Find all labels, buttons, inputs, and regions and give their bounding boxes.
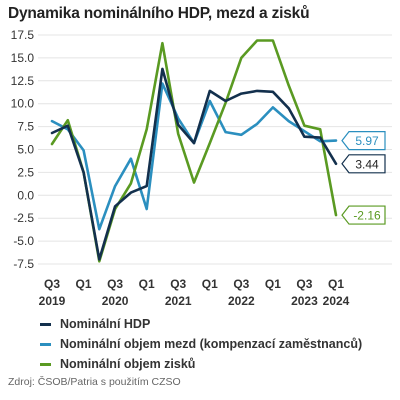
x-tick-quarter-label: Q1 [139,277,155,291]
legend-swatch-hdp [40,322,51,326]
series-line-zisku [50,39,338,263]
grid-lines [38,34,392,265]
y-tick-label: 12.5 [11,74,35,88]
y-axis-ticks: 17.5 15.0 12.5 10.0 7.5 5.0 2.5 0.0 -2.5 -5.0 -7.5 [11,28,35,271]
callout-box-hdp [341,154,386,174]
x-tick-quarter-label: Q3 [296,277,312,291]
callout-box-zisku [341,205,386,225]
legend-item-mezd: Nominální objem mezd (kompenzací zaměstn… [40,334,362,354]
x-tick-quarter-label: Q3 [233,277,249,291]
x-tick-quarter-label: Q3 [44,277,60,291]
y-tick-label: 5.0 [17,143,34,157]
legend-label-mezd: Nominální objem mezd (kompenzací zaměstn… [60,337,363,351]
series-line-mezd [50,82,338,231]
source-note: Zdroj: ČSOB/Patria s použitím CZSO [8,376,181,388]
legend-label-hdp: Nominální HDP [60,317,151,331]
legend-label-zisku: Nominální objem zisků [60,357,196,371]
callout-zisku: -2.16 [341,205,386,225]
x-tick-quarter-label: Q3 [107,277,123,291]
chart-title: Dynamika nominálního HDP, mezd a zisků [8,5,310,22]
x-tick-year-label: 2022 [228,294,255,308]
y-tick-label: -7.5 [13,257,34,271]
callout-value-mezd: 5.97 [355,134,379,148]
y-tick-label: 2.5 [17,165,34,179]
x-tick-quarter-label: Q3 [170,277,186,291]
x-tick-quarter-label: Q1 [265,277,281,291]
y-tick-label: 0.0 [17,188,34,202]
x-tick-year-label: 2023 [291,294,318,308]
x-tick-year-label: 2019 [39,294,66,308]
y-tick-label: 10.0 [11,97,35,111]
callout-hdp: 3.44 [341,154,386,174]
x-tick-year-label: 2020 [102,294,129,308]
y-tick-label: 17.5 [11,28,35,42]
x-tick-quarter-label: Q1 [76,277,92,291]
callout-mezd: 5.97 [341,131,386,151]
line-chart: 17.5 15.0 12.5 10.0 7.5 5.0 2.5 0.0 -2.5 -5.0 -7.5… [11,28,392,308]
legend-item-hdp: Nominální HDP [40,314,362,334]
x-axis-ticks: Q3 2019 Q1 Q3 2020 Q1 Q3 2021 Q1 Q3 2022 Q1 Q3 2023 Q1… [39,277,350,308]
series-line-hdp [50,67,338,261]
legend-swatch-mezd [40,342,51,346]
y-tick-label: -2.5 [13,211,34,225]
y-tick-label: 7.5 [17,120,34,134]
x-tick-quarter-label: Q1 [202,277,218,291]
series-lines [50,39,338,263]
callout-box-mezd [341,131,386,151]
legend-item-zisku: Nominální objem zisků [40,354,362,374]
y-tick-label: 15.0 [11,51,35,65]
y-tick-label: -5.0 [13,234,34,248]
end-value-callouts: 5.97 3.44 -2.16 [341,131,386,225]
x-tick-year-label: 2024 [323,294,350,308]
x-tick-quarter-label: Q1 [328,277,344,291]
x-tick-year-label: 2021 [165,294,192,308]
legend: Nominální HDP Nominální objem mezd (komp… [40,314,362,374]
callout-value-hdp: 3.44 [355,157,379,171]
legend-swatch-zisku [40,362,51,366]
callout-value-zisku: -2.16 [353,209,381,223]
